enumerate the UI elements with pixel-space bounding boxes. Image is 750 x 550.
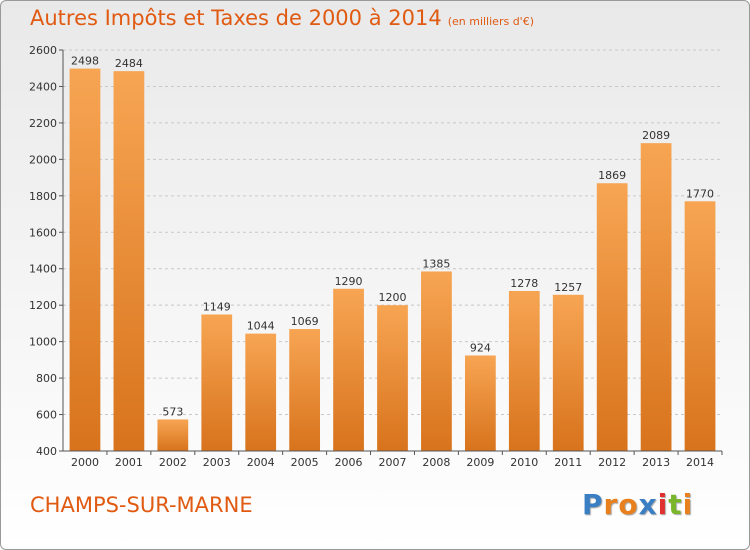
chart-title: Autres Impôts et Taxes de 2000 à 2014 (en… bbox=[30, 6, 534, 30]
x-tick-label: 2009 bbox=[466, 456, 494, 469]
x-tick-label: 2007 bbox=[379, 456, 407, 469]
city-name: CHAMPS-SUR-MARNE bbox=[30, 493, 253, 517]
bar bbox=[421, 271, 452, 451]
y-tick-label: 1800 bbox=[29, 190, 57, 203]
bar bbox=[640, 143, 672, 451]
x-tick-label: 2000 bbox=[71, 456, 99, 469]
y-tick-label: 2200 bbox=[29, 117, 57, 130]
bar bbox=[377, 305, 408, 451]
chart-title-text: Autres Impôts et Taxes de 2000 à 2014 bbox=[30, 6, 442, 30]
chart-unit: (en milliers d'€) bbox=[447, 15, 534, 28]
x-tick-label: 2013 bbox=[642, 456, 670, 469]
bar bbox=[245, 333, 277, 451]
y-tick-label: 1000 bbox=[29, 336, 57, 349]
x-tick-label: 2012 bbox=[598, 456, 626, 469]
bar-value-label: 1770 bbox=[686, 187, 714, 200]
y-tick-label: 2000 bbox=[29, 153, 57, 166]
logo-letter: P bbox=[582, 488, 604, 521]
bar bbox=[596, 183, 628, 451]
bar-value-label: 1044 bbox=[247, 320, 275, 333]
bar bbox=[684, 201, 716, 451]
logo-letter: i bbox=[657, 488, 669, 521]
y-tick-label: 2600 bbox=[29, 44, 57, 57]
y-tick-label: 1200 bbox=[29, 299, 57, 312]
y-tick-label: 1600 bbox=[29, 226, 57, 239]
x-tick-label: 2011 bbox=[554, 456, 582, 469]
x-tick-label: 2008 bbox=[422, 456, 450, 469]
bar-value-label: 1385 bbox=[422, 257, 450, 270]
y-tick-label: 600 bbox=[36, 409, 57, 422]
bar bbox=[157, 419, 189, 451]
x-tick-label: 2002 bbox=[159, 456, 187, 469]
y-tick-label: 2400 bbox=[29, 80, 57, 93]
bar-value-label: 1869 bbox=[598, 169, 626, 182]
bar-value-label: 924 bbox=[470, 341, 491, 354]
logo-letter: x bbox=[638, 488, 658, 521]
y-tick-label: 400 bbox=[36, 445, 57, 458]
x-tick-label: 2004 bbox=[247, 456, 275, 469]
logo-letter: r bbox=[603, 488, 619, 521]
bar-value-label: 2498 bbox=[71, 55, 99, 68]
bar bbox=[113, 71, 145, 451]
x-tick-label: 2006 bbox=[335, 456, 363, 469]
logo-letter: o bbox=[618, 488, 639, 521]
x-tick-label: 2003 bbox=[203, 456, 231, 469]
x-tick-label: 2001 bbox=[115, 456, 143, 469]
bar-value-label: 1257 bbox=[554, 281, 582, 294]
bar-value-label: 1278 bbox=[510, 277, 538, 290]
bar bbox=[69, 68, 101, 451]
logo-letter: t bbox=[668, 488, 683, 521]
bar-value-label: 1149 bbox=[203, 300, 231, 313]
x-tick-label: 2014 bbox=[686, 456, 714, 469]
bar bbox=[508, 290, 540, 451]
bar bbox=[201, 314, 233, 451]
bar bbox=[552, 294, 584, 451]
bar bbox=[464, 355, 496, 451]
proxiti-logo: Proxiti bbox=[582, 488, 693, 521]
bar-value-label: 2089 bbox=[642, 129, 670, 142]
x-tick-label: 2010 bbox=[510, 456, 538, 469]
logo-letter: i bbox=[682, 488, 694, 521]
bar-value-label: 1200 bbox=[379, 291, 407, 304]
y-tick-label: 800 bbox=[36, 372, 57, 385]
bar-value-label: 1290 bbox=[335, 275, 363, 288]
bar-value-label: 1069 bbox=[291, 315, 319, 328]
x-tick-label: 2005 bbox=[291, 456, 319, 469]
bar-value-label: 573 bbox=[162, 405, 183, 418]
bar-value-label: 2484 bbox=[115, 57, 143, 70]
y-tick-label: 1400 bbox=[29, 263, 57, 276]
bar bbox=[289, 329, 321, 451]
bar bbox=[333, 288, 364, 451]
